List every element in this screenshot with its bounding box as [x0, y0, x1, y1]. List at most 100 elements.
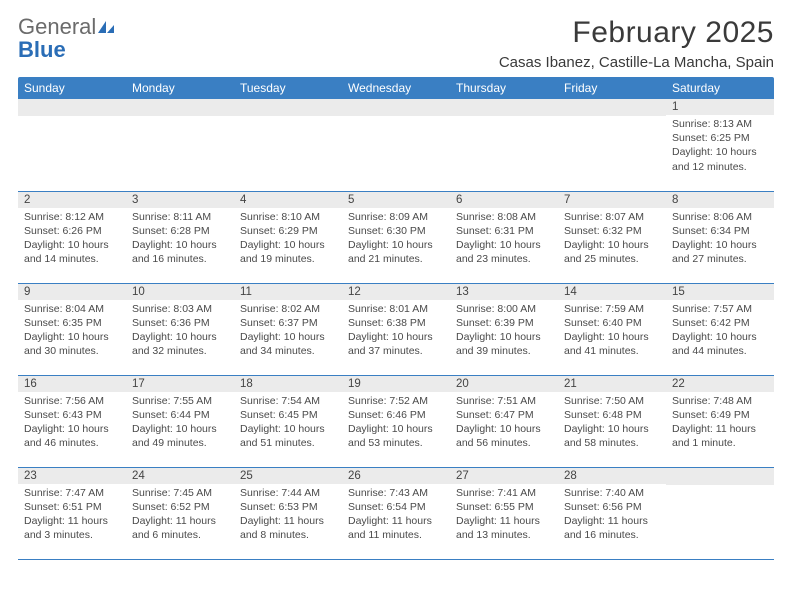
sunset-line: Sunset: 6:39 PM [456, 316, 552, 330]
day-header: Sunday [18, 77, 126, 99]
sunrise-line: Sunrise: 7:40 AM [564, 486, 660, 500]
calendar-cell [18, 99, 126, 191]
logo-text-blue: Blue [18, 37, 66, 62]
day-number-bar: 14 [558, 284, 666, 300]
location-line: Casas Ibanez, Castille-La Mancha, Spain [499, 54, 774, 71]
calendar-row: 16Sunrise: 7:56 AMSunset: 6:43 PMDayligh… [18, 375, 774, 467]
day-number-bar [18, 99, 126, 116]
day-number-bar: 12 [342, 284, 450, 300]
calendar-cell: 8Sunrise: 8:06 AMSunset: 6:34 PMDaylight… [666, 191, 774, 283]
day-number-bar: 3 [126, 192, 234, 208]
calendar-cell [450, 99, 558, 191]
sunrise-line: Sunrise: 7:43 AM [348, 486, 444, 500]
day-body: Sunrise: 7:55 AMSunset: 6:44 PMDaylight:… [126, 392, 234, 455]
sunset-line: Sunset: 6:35 PM [24, 316, 120, 330]
daylight-line: Daylight: 10 hours and 53 minutes. [348, 422, 444, 450]
daylight-line: Daylight: 11 hours and 3 minutes. [24, 514, 120, 542]
day-body: Sunrise: 7:43 AMSunset: 6:54 PMDaylight:… [342, 484, 450, 547]
calendar-body: 1Sunrise: 8:13 AMSunset: 6:25 PMDaylight… [18, 99, 774, 559]
day-body: Sunrise: 7:54 AMSunset: 6:45 PMDaylight:… [234, 392, 342, 455]
calendar-row: 23Sunrise: 7:47 AMSunset: 6:51 PMDayligh… [18, 467, 774, 559]
calendar-cell [342, 99, 450, 191]
day-body: Sunrise: 8:04 AMSunset: 6:35 PMDaylight:… [18, 300, 126, 363]
day-header: Saturday [666, 77, 774, 99]
sunset-line: Sunset: 6:48 PM [564, 408, 660, 422]
sunrise-line: Sunrise: 7:57 AM [672, 302, 768, 316]
calendar-cell: 19Sunrise: 7:52 AMSunset: 6:46 PMDayligh… [342, 375, 450, 467]
daylight-line: Daylight: 10 hours and 12 minutes. [672, 145, 768, 173]
daylight-line: Daylight: 10 hours and 41 minutes. [564, 330, 660, 358]
daylight-line: Daylight: 10 hours and 49 minutes. [132, 422, 228, 450]
day-body: Sunrise: 8:01 AMSunset: 6:38 PMDaylight:… [342, 300, 450, 363]
day-body: Sunrise: 7:45 AMSunset: 6:52 PMDaylight:… [126, 484, 234, 547]
day-body: Sunrise: 7:50 AMSunset: 6:48 PMDaylight:… [558, 392, 666, 455]
sunset-line: Sunset: 6:49 PM [672, 408, 768, 422]
daylight-line: Daylight: 11 hours and 16 minutes. [564, 514, 660, 542]
calendar-cell: 16Sunrise: 7:56 AMSunset: 6:43 PMDayligh… [18, 375, 126, 467]
sunrise-line: Sunrise: 8:06 AM [672, 210, 768, 224]
day-number-bar [126, 99, 234, 116]
day-number-bar: 22 [666, 376, 774, 392]
day-number-bar: 26 [342, 468, 450, 484]
daylight-line: Daylight: 10 hours and 39 minutes. [456, 330, 552, 358]
sunrise-line: Sunrise: 8:08 AM [456, 210, 552, 224]
day-number-bar: 4 [234, 192, 342, 208]
daylight-line: Daylight: 10 hours and 19 minutes. [240, 238, 336, 266]
calendar-cell: 24Sunrise: 7:45 AMSunset: 6:52 PMDayligh… [126, 467, 234, 559]
day-body: Sunrise: 8:03 AMSunset: 6:36 PMDaylight:… [126, 300, 234, 363]
day-number-bar: 2 [18, 192, 126, 208]
sunset-line: Sunset: 6:34 PM [672, 224, 768, 238]
calendar-cell: 20Sunrise: 7:51 AMSunset: 6:47 PMDayligh… [450, 375, 558, 467]
day-body: Sunrise: 7:47 AMSunset: 6:51 PMDaylight:… [18, 484, 126, 547]
day-body: Sunrise: 8:10 AMSunset: 6:29 PMDaylight:… [234, 208, 342, 271]
day-number-bar: 20 [450, 376, 558, 392]
day-number-bar [558, 99, 666, 116]
sunrise-line: Sunrise: 8:13 AM [672, 117, 768, 131]
day-body: Sunrise: 8:13 AMSunset: 6:25 PMDaylight:… [666, 115, 774, 178]
calendar-cell: 9Sunrise: 8:04 AMSunset: 6:35 PMDaylight… [18, 283, 126, 375]
daylight-line: Daylight: 11 hours and 1 minute. [672, 422, 768, 450]
sunset-line: Sunset: 6:43 PM [24, 408, 120, 422]
sunrise-line: Sunrise: 8:03 AM [132, 302, 228, 316]
sunrise-line: Sunrise: 8:04 AM [24, 302, 120, 316]
day-body: Sunrise: 7:41 AMSunset: 6:55 PMDaylight:… [450, 484, 558, 547]
sunset-line: Sunset: 6:47 PM [456, 408, 552, 422]
sunrise-line: Sunrise: 7:44 AM [240, 486, 336, 500]
day-number-bar: 10 [126, 284, 234, 300]
logo-text: General Blue [18, 16, 116, 61]
calendar-row: 9Sunrise: 8:04 AMSunset: 6:35 PMDaylight… [18, 283, 774, 375]
day-number-bar [342, 99, 450, 116]
sunrise-line: Sunrise: 8:01 AM [348, 302, 444, 316]
logo: General Blue [18, 16, 116, 61]
day-body: Sunrise: 7:52 AMSunset: 6:46 PMDaylight:… [342, 392, 450, 455]
calendar-row: 2Sunrise: 8:12 AMSunset: 6:26 PMDaylight… [18, 191, 774, 283]
day-number-bar: 27 [450, 468, 558, 484]
daylight-line: Daylight: 10 hours and 23 minutes. [456, 238, 552, 266]
day-number-bar: 21 [558, 376, 666, 392]
day-body: Sunrise: 7:57 AMSunset: 6:42 PMDaylight:… [666, 300, 774, 363]
calendar-cell: 13Sunrise: 8:00 AMSunset: 6:39 PMDayligh… [450, 283, 558, 375]
calendar-table: SundayMondayTuesdayWednesdayThursdayFrid… [18, 77, 774, 560]
calendar-cell [666, 467, 774, 559]
calendar-cell: 7Sunrise: 8:07 AMSunset: 6:32 PMDaylight… [558, 191, 666, 283]
sunrise-line: Sunrise: 7:45 AM [132, 486, 228, 500]
daylight-line: Daylight: 10 hours and 46 minutes. [24, 422, 120, 450]
sunrise-line: Sunrise: 8:11 AM [132, 210, 228, 224]
day-number-bar: 18 [234, 376, 342, 392]
calendar-row: 1Sunrise: 8:13 AMSunset: 6:25 PMDaylight… [18, 99, 774, 191]
sunrise-line: Sunrise: 7:51 AM [456, 394, 552, 408]
day-number-bar: 17 [126, 376, 234, 392]
day-number-bar: 15 [666, 284, 774, 300]
calendar-cell: 14Sunrise: 7:59 AMSunset: 6:40 PMDayligh… [558, 283, 666, 375]
day-body: Sunrise: 7:44 AMSunset: 6:53 PMDaylight:… [234, 484, 342, 547]
sunrise-line: Sunrise: 8:09 AM [348, 210, 444, 224]
sunset-line: Sunset: 6:26 PM [24, 224, 120, 238]
calendar-cell: 5Sunrise: 8:09 AMSunset: 6:30 PMDaylight… [342, 191, 450, 283]
page-header: General Blue February 2025 Casas Ibanez,… [18, 16, 774, 71]
daylight-line: Daylight: 11 hours and 8 minutes. [240, 514, 336, 542]
sunrise-line: Sunrise: 7:54 AM [240, 394, 336, 408]
sunrise-line: Sunrise: 7:59 AM [564, 302, 660, 316]
day-number-bar: 28 [558, 468, 666, 484]
sunset-line: Sunset: 6:32 PM [564, 224, 660, 238]
day-body: Sunrise: 8:09 AMSunset: 6:30 PMDaylight:… [342, 208, 450, 271]
